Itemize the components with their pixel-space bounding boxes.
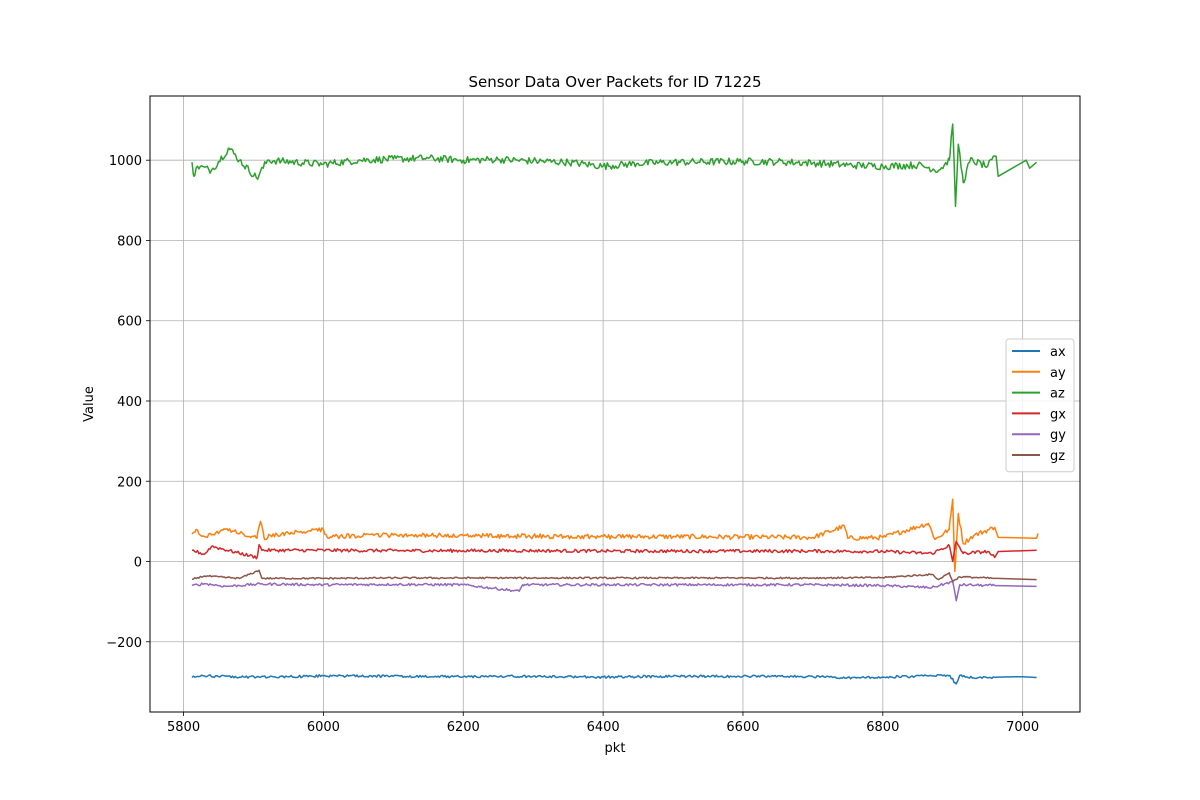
- legend: ax ay az gx gy gz: [1005, 338, 1075, 473]
- legend-label-gx: gx: [1050, 407, 1066, 422]
- y-tick-label: 800: [117, 234, 142, 249]
- y-tick-label: 600: [117, 315, 142, 330]
- y-axis-title: Value: [82, 386, 97, 422]
- series-line-ay: [191, 498, 1039, 573]
- y-tick-label: 200: [117, 475, 142, 490]
- series-layer: [191, 123, 1039, 685]
- series-line-az: [191, 123, 1038, 208]
- legend-label-ay: ay: [1050, 366, 1066, 381]
- legend-label-ax: ax: [1050, 345, 1066, 360]
- series-line-ax: [191, 673, 1037, 685]
- legend-label-gz: gz: [1050, 449, 1065, 464]
- series-line-gz: [191, 569, 1037, 583]
- y-tick-label: 0: [134, 556, 142, 571]
- y-tick-label: −200: [106, 636, 142, 651]
- y-tick-label: 1000: [109, 154, 142, 169]
- x-tick-label: 6400: [587, 720, 620, 735]
- grid: [150, 96, 1080, 712]
- legend-label-az: az: [1050, 387, 1065, 402]
- x-tick-label: 5800: [167, 720, 200, 735]
- x-tick-label: 6600: [726, 720, 759, 735]
- axis-ticks: 5800 6000 6200 6400 6600 6800 7000 −200 0 200 400 6…: [106, 154, 1039, 735]
- series-line-gx: [191, 540, 1037, 563]
- series-line-gy: [191, 580, 1037, 602]
- x-tick-label: 7000: [1006, 720, 1039, 735]
- x-tick-label: 6800: [866, 720, 899, 735]
- x-axis-title: pkt: [605, 741, 626, 756]
- x-tick-label: 6200: [447, 720, 480, 735]
- legend-label-gy: gy: [1050, 428, 1066, 443]
- plot-frame: [149, 95, 1081, 713]
- chart-title: Sensor Data Over Packets for ID 71225: [468, 73, 761, 91]
- y-tick-label: 400: [117, 395, 142, 410]
- x-tick-label: 6000: [307, 720, 340, 735]
